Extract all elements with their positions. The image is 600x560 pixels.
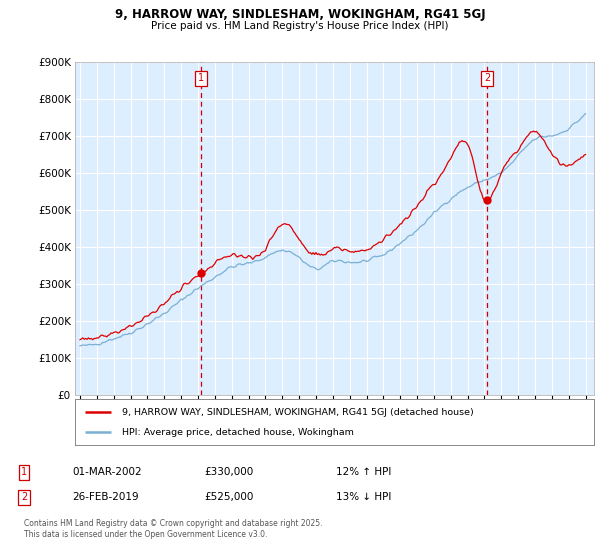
Text: £330,000: £330,000 [204, 467, 253, 477]
Text: 2: 2 [484, 73, 490, 83]
Text: HPI: Average price, detached house, Wokingham: HPI: Average price, detached house, Woki… [122, 428, 353, 437]
Text: Contains HM Land Registry data © Crown copyright and database right 2025.
This d: Contains HM Land Registry data © Crown c… [24, 520, 323, 539]
Text: 26-FEB-2019: 26-FEB-2019 [72, 492, 139, 502]
Text: 1: 1 [21, 467, 27, 477]
Text: Price paid vs. HM Land Registry's House Price Index (HPI): Price paid vs. HM Land Registry's House … [151, 21, 449, 31]
Text: 9, HARROW WAY, SINDLESHAM, WOKINGHAM, RG41 5GJ (detached house): 9, HARROW WAY, SINDLESHAM, WOKINGHAM, RG… [122, 408, 473, 417]
Text: 9, HARROW WAY, SINDLESHAM, WOKINGHAM, RG41 5GJ: 9, HARROW WAY, SINDLESHAM, WOKINGHAM, RG… [115, 8, 485, 21]
Text: 12% ↑ HPI: 12% ↑ HPI [336, 467, 391, 477]
Text: 1: 1 [198, 73, 204, 83]
Text: 13% ↓ HPI: 13% ↓ HPI [336, 492, 391, 502]
Text: 01-MAR-2002: 01-MAR-2002 [72, 467, 142, 477]
Text: £525,000: £525,000 [204, 492, 253, 502]
Text: 2: 2 [21, 492, 27, 502]
